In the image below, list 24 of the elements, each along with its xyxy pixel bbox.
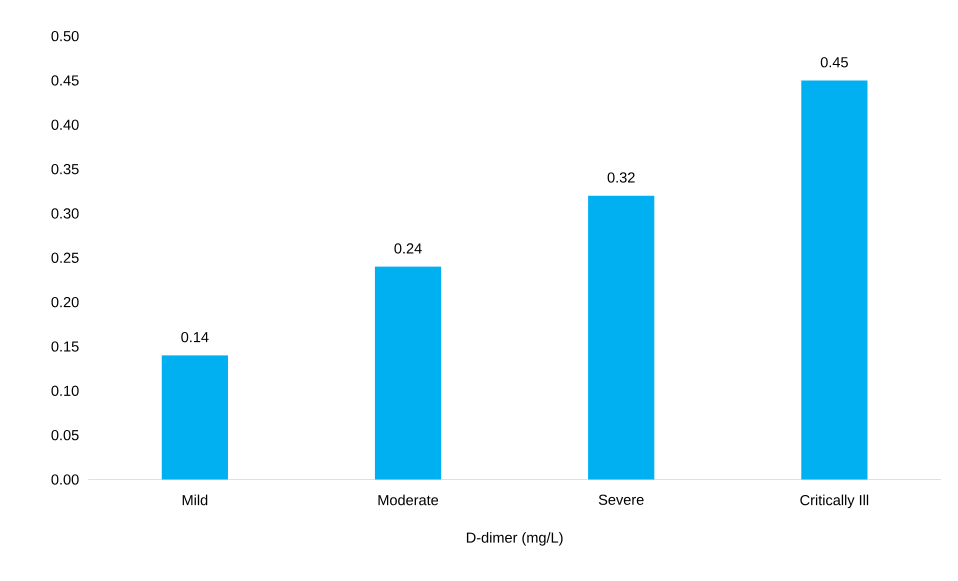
x-axis-title: D-dimer (mg/L) bbox=[466, 532, 563, 546]
data-label: 0.24 bbox=[394, 243, 422, 254]
y-tick-label: 0.25 bbox=[51, 252, 79, 264]
y-tick-label: 0.15 bbox=[51, 341, 79, 352]
y-tick-label: 0.10 bbox=[51, 386, 79, 396]
bar bbox=[801, 80, 868, 480]
y-tick-label: 0.50 bbox=[51, 31, 79, 42]
bar bbox=[588, 196, 654, 480]
y-tick-label: 0.30 bbox=[51, 208, 79, 219]
data-label: 0.32 bbox=[608, 172, 635, 183]
x-tick-label: Severe bbox=[598, 494, 644, 505]
x-tick-label: Critically Ill bbox=[800, 494, 868, 508]
y-tick-label: 0.40 bbox=[51, 120, 79, 130]
y-tick-label: 0.20 bbox=[51, 297, 79, 308]
y-tick-label: 0.45 bbox=[51, 75, 79, 86]
y-tick-label: 0.00 bbox=[51, 474, 79, 485]
data-label: 0.14 bbox=[181, 332, 209, 342]
x-tick-label: Moderate bbox=[378, 494, 438, 506]
bar bbox=[374, 266, 442, 480]
data-label: 0.45 bbox=[820, 57, 848, 68]
x-tick-label: Mild bbox=[182, 494, 208, 506]
bar bbox=[162, 355, 228, 480]
y-tick-label: 0.05 bbox=[51, 430, 79, 440]
y-tick-label: 0.35 bbox=[51, 164, 79, 174]
